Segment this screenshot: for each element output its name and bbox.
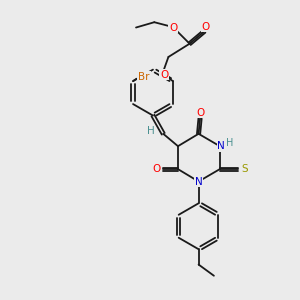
Text: O: O — [196, 108, 204, 118]
Text: S: S — [241, 164, 248, 174]
Text: O: O — [153, 164, 161, 174]
Text: H: H — [226, 138, 233, 148]
Text: N: N — [218, 141, 225, 151]
Text: O: O — [196, 108, 204, 118]
Text: Br: Br — [138, 72, 150, 82]
Text: H: H — [147, 126, 155, 136]
Text: H: H — [226, 138, 233, 148]
Text: N: N — [195, 176, 203, 187]
Text: O: O — [201, 22, 210, 32]
Text: O: O — [153, 164, 161, 174]
Text: H: H — [147, 126, 155, 136]
Text: O: O — [160, 70, 168, 80]
Text: O: O — [169, 22, 178, 32]
Text: O: O — [160, 70, 168, 80]
Text: N: N — [195, 176, 203, 187]
Text: N: N — [218, 141, 225, 151]
Text: O: O — [169, 22, 178, 32]
Text: O: O — [201, 22, 210, 32]
Text: Br: Br — [138, 72, 150, 82]
Text: S: S — [241, 164, 248, 174]
